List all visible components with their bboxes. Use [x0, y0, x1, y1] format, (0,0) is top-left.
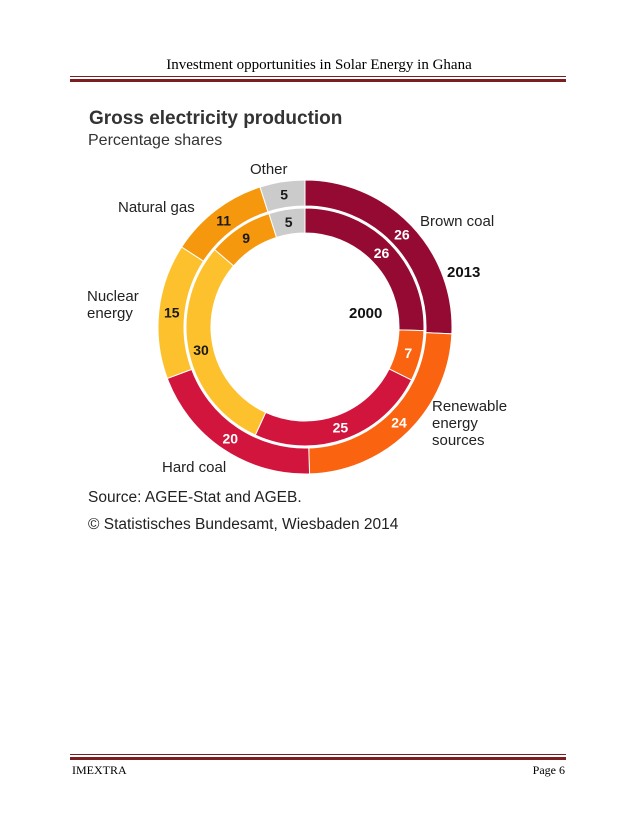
ring-label-inner: 2000: [349, 305, 382, 322]
segment-other-2013: [259, 179, 306, 213]
category-label-hard-coal: Hard coal: [162, 459, 226, 476]
category-label-natural-gas: Natural gas: [118, 199, 195, 216]
value-label-other-2013: 5: [280, 187, 288, 203]
value-label-natural-gas-2000: 9: [242, 230, 250, 246]
footer-rule-thin: [70, 754, 566, 755]
value-label-other-2000: 5: [285, 214, 293, 230]
category-label-brown-coal: Brown coal: [420, 213, 494, 230]
chart-category-labels: Brown coal Renewable energy sources Hard coa…: [87, 161, 507, 476]
segment-other-2000: [268, 207, 306, 239]
category-label-other: Other: [250, 161, 288, 178]
value-label-hard-coal-2013: 20: [223, 430, 239, 446]
donut-chart: Gross electricity production Percentage …: [87, 108, 507, 533]
ring-label-outer: 2013: [447, 264, 480, 281]
value-label-nuclear-2013: 15: [164, 304, 180, 320]
value-label-hard-coal-2000: 25: [333, 419, 349, 435]
category-label-nuclear: Nuclear energy: [87, 288, 139, 322]
value-label-brown-coal-2000: 26: [374, 245, 390, 261]
header-rule-thin: [70, 76, 566, 77]
category-label-renewable: Renewable energy sources: [432, 398, 507, 449]
chart-segments: [157, 179, 453, 475]
chart-copyright: © Statistisches Bundesamt, Wiesbaden 201…: [88, 516, 399, 533]
value-label-renewable-2013: 24: [391, 415, 407, 431]
value-label-natural-gas-2013: 11: [216, 213, 231, 229]
chart-title: Gross electricity production: [89, 108, 342, 129]
value-label-renewable-2000: 7: [404, 345, 412, 361]
chart-value-labels: 26 24 20 15 11 5 26 7 25 30 9 5: [164, 187, 412, 447]
footer-rule-thick: [70, 757, 566, 760]
footer-left: IMEXTRA: [72, 763, 127, 777]
value-label-nuclear-2000: 30: [193, 342, 209, 358]
footer-page-number: Page 6: [532, 763, 565, 777]
page-header: Investment opportunities in Solar Energy…: [166, 57, 472, 73]
chart-source: Source: AGEE-Stat and AGEB.: [88, 489, 302, 506]
value-label-brown-coal-2013: 26: [394, 227, 410, 243]
header-rule-thick: [70, 79, 566, 82]
chart-subtitle: Percentage shares: [88, 132, 222, 149]
